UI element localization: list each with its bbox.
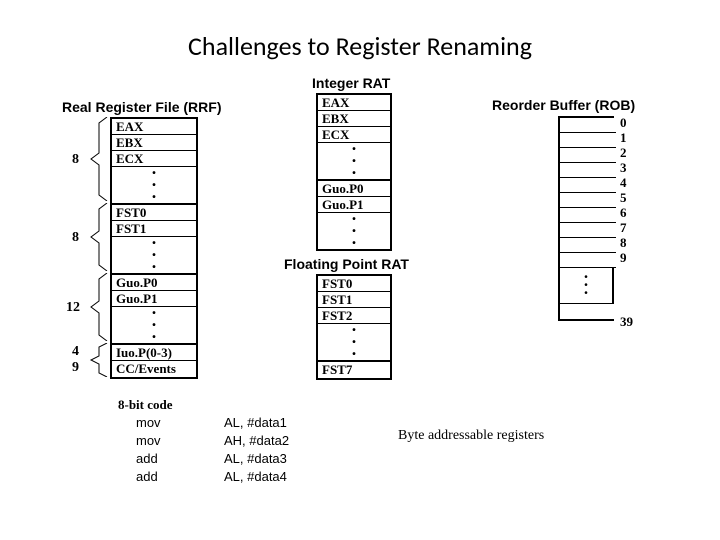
rob-num: 3: [620, 160, 627, 176]
code-block: 8-bit code mov AL, #data1 mov AH, #data2 a…: [118, 396, 289, 486]
dot: •: [318, 336, 390, 348]
irat-cell: Guo.P0: [318, 181, 390, 197]
dot: •: [112, 167, 196, 179]
rob-cell: [560, 223, 616, 238]
fprat-cell: FST2: [318, 308, 390, 324]
dot: •: [112, 331, 196, 343]
code-arg: AH, #data2: [224, 432, 289, 450]
rrf-group-num: 8: [72, 152, 79, 168]
rrf-cell: Iuo.P(0-3): [112, 345, 196, 361]
dot: •: [112, 237, 196, 249]
code-op: add: [136, 450, 186, 468]
rob-cell: [560, 118, 616, 133]
rrf-cell: FST1: [112, 221, 196, 237]
irat-cell: EBX: [318, 111, 390, 127]
rrf-label: Real Register File (RRF): [62, 99, 221, 115]
rrf-cell: Guo.P1: [112, 291, 196, 307]
brace-icon: [85, 203, 109, 271]
irat-cell: ECX: [318, 127, 390, 143]
rob-cell: [560, 304, 616, 319]
rrf-cell: ECX: [112, 151, 196, 167]
dot: •: [112, 319, 196, 331]
dot: •: [112, 307, 196, 319]
rrf-group-num: 8: [72, 230, 79, 246]
rob-cell: [560, 133, 616, 148]
rrf-cell: CC/Events: [112, 361, 196, 377]
rob-cell: [560, 253, 616, 268]
code-op: add: [136, 468, 186, 486]
rob-num: 5: [620, 190, 627, 206]
irat-cell: Guo.P1: [318, 197, 390, 213]
rrf-group-num: 12: [66, 300, 80, 316]
rrf-cell: EBX: [112, 135, 196, 151]
rrf-group-num: 4: [72, 344, 79, 360]
dot: •: [318, 143, 390, 155]
code-arg: AL, #data4: [224, 468, 287, 486]
dot: •: [112, 261, 196, 273]
rob-cell: [560, 148, 616, 163]
rob-num: 9: [620, 250, 627, 266]
dot: •: [318, 324, 390, 336]
fprat-cell: FST0: [318, 276, 390, 292]
rrf-cell: Guo.P0: [112, 275, 196, 291]
rrf-cell: EAX: [112, 119, 196, 135]
irat-label: Integer RAT: [312, 75, 390, 91]
rob-num: 6: [620, 205, 627, 221]
rob-cell: [560, 178, 616, 193]
code-arg: AL, #data1: [224, 414, 287, 432]
rob-num: 39: [620, 314, 633, 330]
code-header: 8-bit code: [118, 396, 289, 414]
code-op: mov: [136, 432, 186, 450]
dot: •: [112, 191, 196, 203]
dot: •: [318, 348, 390, 360]
rrf-group-num: 9: [72, 360, 79, 376]
brace-icon: [85, 273, 109, 341]
irat-table: EAX EBX ECX • • • Guo.P0 Guo.P1 • • •: [316, 93, 392, 251]
rrf-cell: FST0: [112, 205, 196, 221]
rob-num: 7: [620, 220, 627, 236]
irat-cell: EAX: [318, 95, 390, 111]
dot: •: [318, 213, 390, 225]
rob-num: 8: [620, 235, 627, 251]
byte-addr-note: Byte addressable registers: [398, 428, 544, 444]
fprat-label: Floating Point RAT: [284, 256, 409, 272]
rob-label: Reorder Buffer (ROB): [492, 97, 635, 113]
rob-dots: •••: [560, 268, 612, 304]
slide-title: Challenges to Register Renaming: [0, 30, 720, 62]
dot: •: [318, 155, 390, 167]
dot: •: [112, 179, 196, 191]
dot: •: [318, 225, 390, 237]
dot: •: [318, 167, 390, 179]
dot: •: [112, 249, 196, 261]
dot: •: [318, 237, 390, 249]
rob-num: 0: [620, 115, 627, 131]
rob-cell: [560, 163, 616, 178]
rob-num: 1: [620, 130, 627, 146]
rob-table: •••: [558, 116, 614, 321]
rob-num: 4: [620, 175, 627, 191]
code-arg: AL, #data3: [224, 450, 287, 468]
fprat-table: FST0 FST1 FST2 • • • FST7: [316, 274, 392, 380]
brace-icon: [85, 117, 109, 201]
rob-cell: [560, 193, 616, 208]
fprat-cell: FST1: [318, 292, 390, 308]
rob-num: 2: [620, 145, 627, 161]
rob-cell: [560, 208, 616, 223]
fprat-cell: FST7: [318, 362, 390, 378]
code-op: mov: [136, 414, 186, 432]
brace-icon: [85, 343, 109, 377]
rrf-table: EAX EBX ECX • • • FST0 FST1 • • • Guo.P0…: [110, 117, 198, 379]
rob-cell: [560, 238, 616, 253]
